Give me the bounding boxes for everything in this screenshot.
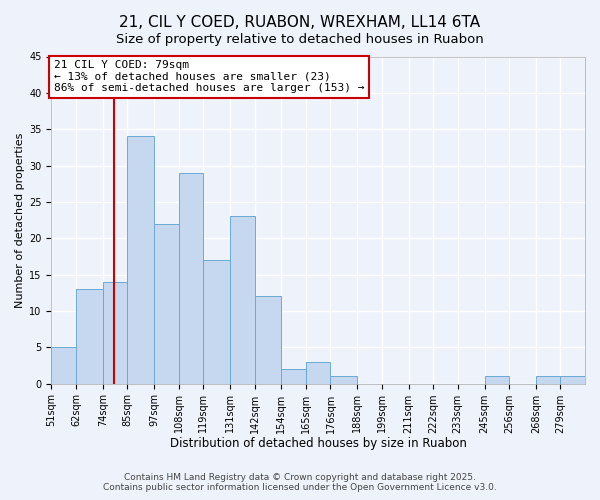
Bar	[254, 296, 281, 384]
Text: Size of property relative to detached houses in Ruabon: Size of property relative to detached ho…	[116, 32, 484, 46]
Bar	[306, 362, 331, 384]
Bar	[52, 348, 76, 384]
Bar	[331, 376, 357, 384]
Text: 21 CIL Y COED: 79sqm
← 13% of detached houses are smaller (23)
86% of semi-detac: 21 CIL Y COED: 79sqm ← 13% of detached h…	[53, 60, 364, 94]
Bar	[154, 224, 179, 384]
Bar	[485, 376, 509, 384]
Bar	[230, 216, 254, 384]
Bar	[560, 376, 585, 384]
Y-axis label: Number of detached properties: Number of detached properties	[15, 132, 25, 308]
Bar	[103, 282, 127, 384]
Text: 21, CIL Y COED, RUABON, WREXHAM, LL14 6TA: 21, CIL Y COED, RUABON, WREXHAM, LL14 6T…	[119, 15, 481, 30]
Bar	[127, 136, 154, 384]
Bar	[179, 173, 203, 384]
Bar	[203, 260, 230, 384]
Bar	[536, 376, 560, 384]
Text: Contains HM Land Registry data © Crown copyright and database right 2025.
Contai: Contains HM Land Registry data © Crown c…	[103, 473, 497, 492]
Bar	[281, 369, 306, 384]
Bar	[76, 289, 103, 384]
X-axis label: Distribution of detached houses by size in Ruabon: Distribution of detached houses by size …	[170, 437, 467, 450]
